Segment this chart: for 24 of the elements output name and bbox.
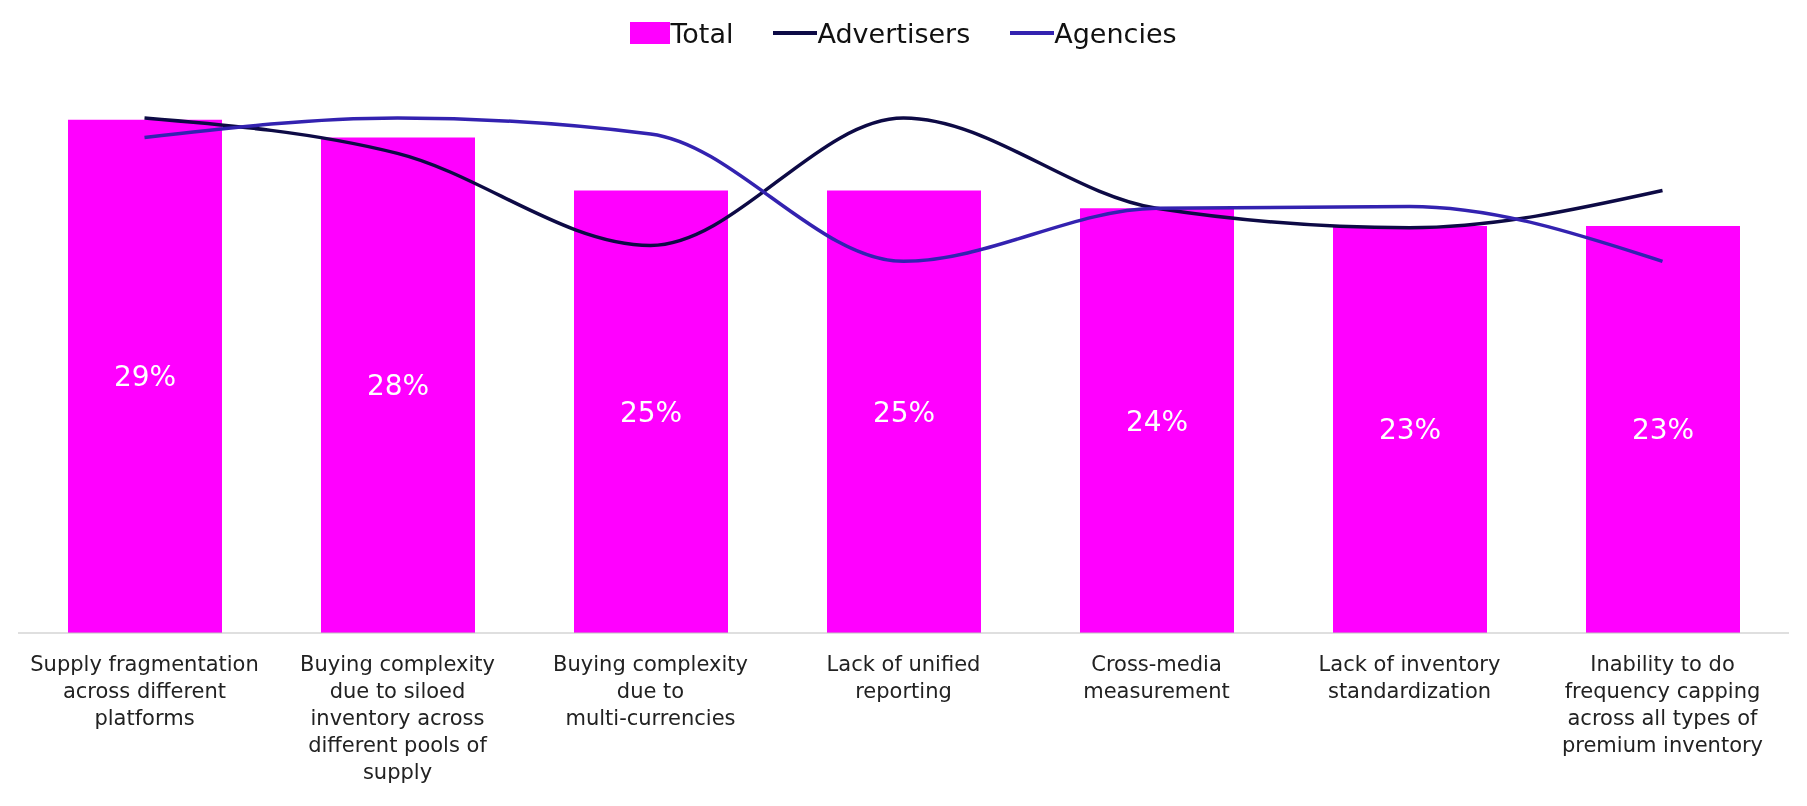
data-label: 25% <box>619 395 683 429</box>
x-tick-label: Supply fragmentation across different platforms <box>30 652 259 730</box>
x-tick-label: Buying complexity due to siloed inventory across different pools of supply <box>300 652 495 784</box>
data-label: 23% <box>1631 413 1695 447</box>
bar <box>68 119 222 633</box>
bar <box>574 190 728 633</box>
data-label: 28% <box>366 369 430 403</box>
x-tick-label: Inability to do frequency capping across all types of premium inventory <box>1561 652 1764 757</box>
legend-label: Agencies <box>1054 17 1177 49</box>
data-label: 24% <box>1125 404 1189 438</box>
data-label: 23% <box>1378 413 1442 447</box>
data-label: 29% <box>113 360 177 394</box>
x-tick-label: Lack of inventory standardization <box>1318 652 1501 703</box>
legend-label: Total <box>670 17 734 49</box>
bar <box>321 137 475 633</box>
x-tick-label: Buying complexity due to multi-currencies <box>553 652 748 730</box>
bar <box>827 190 981 633</box>
legend-label: Advertisers <box>817 17 971 49</box>
data-label: 25% <box>872 395 936 429</box>
bar <box>1586 225 1740 633</box>
bar <box>1080 208 1234 633</box>
x-tick-label: Lack of unified reporting <box>826 652 981 703</box>
bar <box>1333 225 1487 633</box>
x-tick-label: Cross-media measurement <box>1083 652 1230 703</box>
